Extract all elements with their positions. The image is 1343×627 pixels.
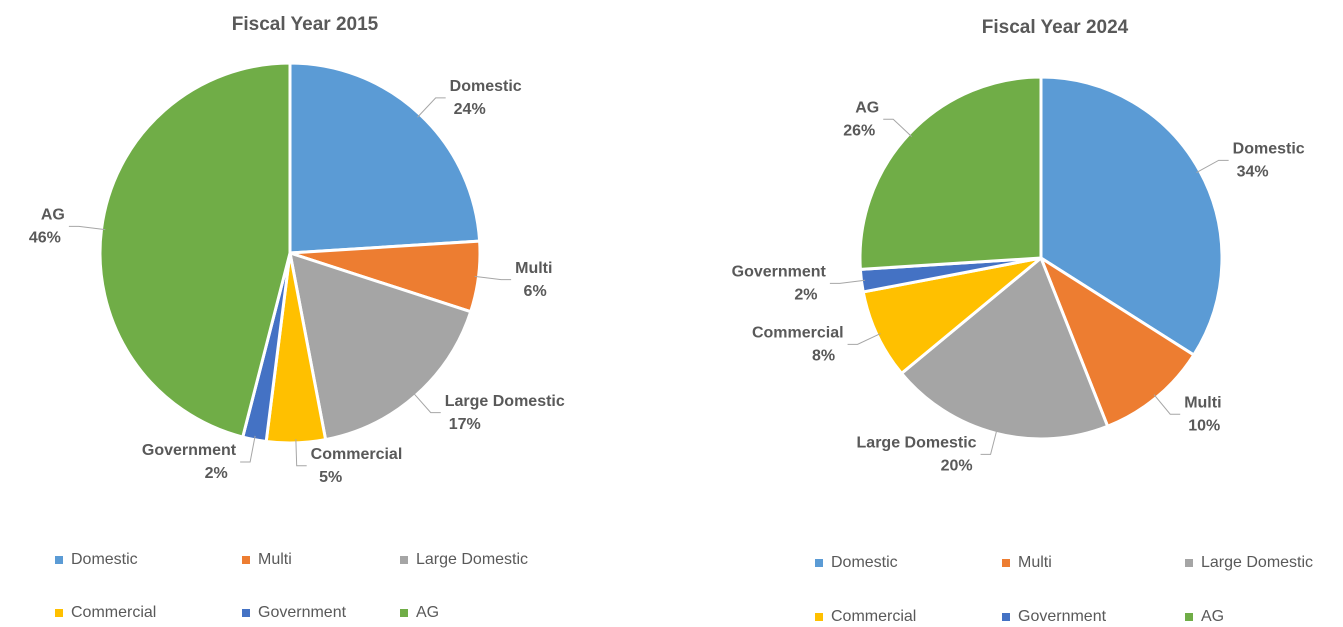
data-label: Government 2% <box>142 442 237 482</box>
legend-label: Multi <box>258 551 292 568</box>
data-label-name: Domestic <box>450 78 522 95</box>
leader-line <box>1153 394 1181 415</box>
legend-label: Large Domestic <box>416 551 528 568</box>
legend-swatch <box>55 609 63 617</box>
data-label: Commercial 5% <box>311 446 403 486</box>
leader-line <box>829 279 866 284</box>
data-label-value: 20% <box>941 458 973 475</box>
data-label-name: AG <box>41 207 65 224</box>
data-label-value: 2% <box>794 287 817 304</box>
legend-swatch <box>55 556 63 564</box>
chart-title: Fiscal Year 2024 <box>982 17 1129 38</box>
legend-swatch <box>242 556 250 564</box>
data-label-name: Domestic <box>1233 141 1305 158</box>
leader-line <box>847 333 881 345</box>
legend-swatch <box>1185 559 1193 567</box>
legend-label: Multi <box>1018 554 1052 571</box>
leader-line <box>980 429 998 455</box>
data-label-value: 34% <box>1237 164 1269 181</box>
legend-swatch <box>400 556 408 564</box>
legend-label: Commercial <box>831 608 916 625</box>
data-label: Large Domestic 17% <box>445 393 565 433</box>
chart-title: Fiscal Year 2015 <box>232 14 379 35</box>
data-label-name: Commercial <box>311 446 403 463</box>
data-label-name: AG <box>855 99 879 116</box>
leader-line <box>417 97 446 118</box>
data-label: Commercial 8% <box>752 325 844 365</box>
data-label: Large Domestic 20% <box>857 435 977 475</box>
leader-line <box>68 225 106 231</box>
data-label: AG 26% <box>843 99 879 139</box>
leader-line <box>412 392 441 414</box>
legend-label: Government <box>258 604 347 621</box>
data-label-value: 17% <box>449 416 481 433</box>
leader-line <box>240 435 256 463</box>
data-label-name: Large Domestic <box>445 393 565 410</box>
data-label: AG 46% <box>29 207 65 247</box>
data-label-value: 5% <box>319 469 342 486</box>
data-label-value: 10% <box>1188 417 1220 434</box>
legend-swatch <box>1185 613 1193 621</box>
data-label-value: 8% <box>812 348 835 365</box>
legend-label: Domestic <box>831 554 898 571</box>
data-label: Multi 6% <box>515 260 552 300</box>
leader-line <box>1196 159 1229 173</box>
pie-slice <box>858 75 1043 271</box>
data-label: Domestic 24% <box>450 78 522 118</box>
data-label-value: 6% <box>524 283 547 300</box>
data-label-value: 46% <box>29 230 61 247</box>
legend-swatch <box>242 609 250 617</box>
legend-label: AG <box>416 604 439 621</box>
data-label: Multi 10% <box>1184 394 1221 434</box>
data-label-value: 24% <box>454 101 486 118</box>
legend-swatch <box>400 609 408 617</box>
legend-label: Government <box>1018 608 1107 625</box>
data-label: Government 2% <box>732 264 827 304</box>
legend-swatch <box>1002 559 1010 567</box>
data-label-name: Commercial <box>752 325 844 342</box>
legend-swatch <box>815 559 823 567</box>
legend-label: Commercial <box>71 604 156 621</box>
data-label-value: 26% <box>843 122 875 139</box>
legend-swatch <box>815 613 823 621</box>
leader-line <box>295 439 307 467</box>
leader-line <box>883 118 913 137</box>
data-label: Domestic 34% <box>1233 141 1305 181</box>
data-label-name: Government <box>732 264 827 281</box>
legend-label: Large Domestic <box>1201 554 1313 571</box>
data-label-name: Government <box>142 442 237 459</box>
legend-label: AG <box>1201 608 1224 625</box>
data-label-name: Multi <box>515 260 552 277</box>
data-label-value: 2% <box>205 465 228 482</box>
legend-swatch <box>1002 613 1010 621</box>
legend-label: Domestic <box>71 551 138 568</box>
data-label-name: Multi <box>1184 394 1221 411</box>
data-label-name: Large Domestic <box>857 435 977 452</box>
leader-line <box>474 275 512 281</box>
